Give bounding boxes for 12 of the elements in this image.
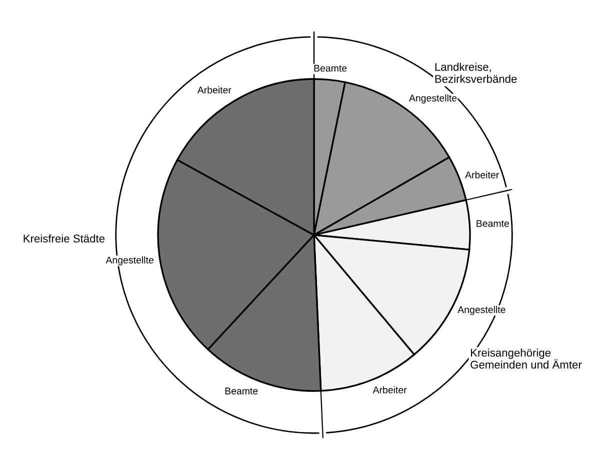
slice-label: Angestellte	[458, 306, 506, 315]
slice-label: Beamte	[476, 220, 509, 227]
slice-label: Angestellte	[408, 94, 457, 104]
slice-label: Arbeiter	[372, 386, 407, 394]
text: Landkreise, Bezirksverbände	[435, 62, 517, 83]
slice-label: Beamte	[314, 64, 347, 72]
slice-label: Arbeiter	[197, 86, 232, 94]
slice-label: Arbeiter	[465, 171, 499, 178]
slice-label: Beamte	[225, 388, 258, 394]
slice-label: Angestellte	[106, 256, 154, 266]
text: Kreisangehörige Gemeinden und Ämter	[470, 348, 582, 369]
text: Kreisfreie Städte	[24, 234, 105, 243]
